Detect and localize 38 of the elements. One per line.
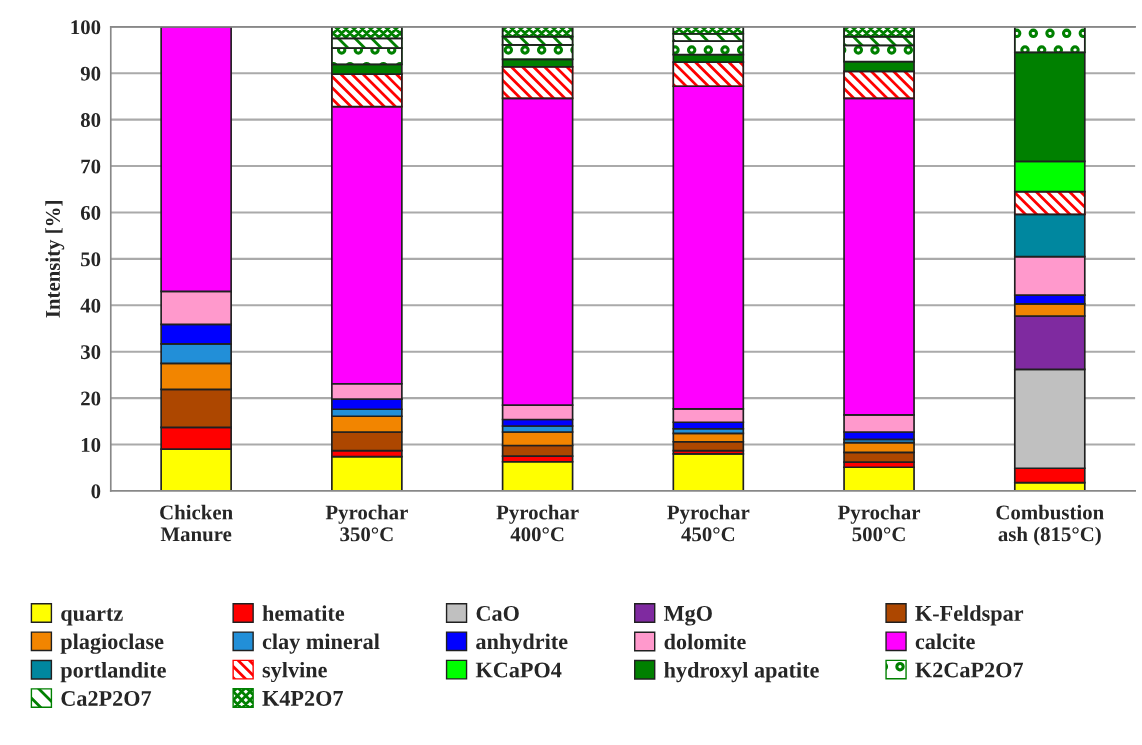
y-tick-label: 30 bbox=[81, 345, 101, 360]
y-tick-label: 90 bbox=[80, 66, 101, 81]
legend-label: quartz bbox=[61, 608, 123, 626]
y-tick-label: 10 bbox=[81, 437, 101, 452]
legend-label: Ca2P2O7 bbox=[61, 690, 152, 706]
y-tick-label: 60 bbox=[80, 205, 101, 220]
x-tick-label: Pyrochar 400°C bbox=[496, 504, 579, 542]
y-tick-label: 40 bbox=[80, 298, 101, 313]
y-tick-label: 100 bbox=[71, 20, 101, 35]
x-tick-label: Pyrochar 450°C bbox=[667, 504, 750, 542]
x-tick-label: Combustion ash (815°C) bbox=[996, 504, 1104, 546]
legend-label: anhydrite bbox=[476, 633, 568, 654]
legend-label: K-Feldspar bbox=[915, 605, 1024, 626]
y-tick-label: 70 bbox=[81, 159, 101, 174]
legend-label: hydroxyl apatite bbox=[664, 662, 819, 683]
legend-label: dolomite bbox=[664, 633, 746, 650]
legend-label: CaO bbox=[476, 605, 519, 621]
x-tick-label: Pyrochar 350°C bbox=[325, 504, 408, 542]
bar bbox=[331, 455, 403, 491]
y-axis-title: Intensity [%] bbox=[45, 201, 65, 318]
y-tick-label: 80 bbox=[80, 113, 101, 128]
legend-label: hematite bbox=[262, 605, 345, 621]
legend-label: sylvine bbox=[262, 661, 327, 683]
legend-label: portlandite bbox=[60, 662, 166, 683]
bar bbox=[672, 452, 745, 491]
y-tick-label: 20 bbox=[81, 391, 101, 406]
y-tick-label: 0 bbox=[91, 484, 101, 499]
legend-label: KCaPO4 bbox=[475, 662, 562, 678]
legend-label: K4P2O7 bbox=[262, 690, 343, 706]
legend-label: MgO bbox=[663, 605, 712, 626]
legend-label: calcite bbox=[915, 633, 975, 650]
legend-label: K2CaP2O7 bbox=[915, 662, 1024, 678]
x-tick-label: Pyrochar 500°C bbox=[837, 504, 921, 542]
y-tick-label: 50 bbox=[81, 252, 101, 267]
x-tick-label: Chicken Manure bbox=[160, 504, 233, 542]
bar bbox=[843, 466, 915, 491]
legend-label: plagioclase bbox=[60, 633, 164, 654]
legend-label: clay mineral bbox=[262, 633, 380, 654]
